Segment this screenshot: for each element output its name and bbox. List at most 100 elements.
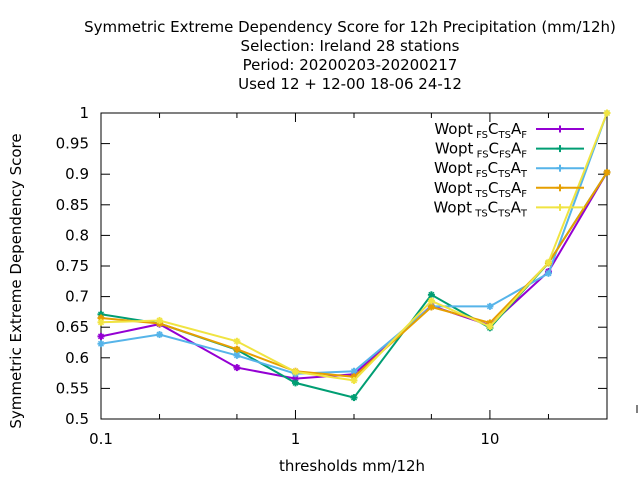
- point-marker-d2: [486, 303, 493, 310]
- title-line-2: Selection: Ireland 28 stations: [241, 37, 460, 55]
- y-tick-label: 0.9: [65, 165, 89, 183]
- point-marker-d2: [603, 169, 611, 176]
- y-axis-label: Symmetric Extreme Dependency Score: [7, 133, 25, 428]
- y-tick-label: 0.6: [65, 349, 89, 367]
- legend-subscript: FS: [473, 169, 488, 180]
- legend-text-part: Wopt: [435, 140, 474, 158]
- legend-subscript: F: [521, 130, 527, 141]
- legend-text-part: A: [511, 140, 522, 158]
- legend-subscript: FS: [473, 150, 488, 161]
- legend-subscript: F: [521, 150, 527, 161]
- series-5-line: [100, 112, 608, 382]
- legend-subscript: F: [521, 189, 527, 200]
- data-point: [156, 331, 164, 339]
- legend-entry-2: Wopt FSCFSAF: [435, 140, 584, 161]
- axes: 0.5 0.55 0.6 0.65 0.7 0.75 0.8 0.85 0.9 0.95 1 0.1 1…: [56, 104, 638, 448]
- data-point: [97, 318, 105, 326]
- legend-entry-4: Wopt TSCTSAF: [434, 179, 584, 200]
- x-axis-label: thresholds mm/12h: [279, 457, 425, 475]
- point-marker-d2: [233, 364, 240, 371]
- data-point: [427, 303, 435, 311]
- y-tick-label: 0.95: [56, 135, 89, 153]
- legend-text-part: C: [489, 140, 499, 158]
- data-point: [233, 364, 241, 372]
- y-tick-label: 1: [79, 104, 89, 122]
- series-4-line: [100, 171, 608, 378]
- point-marker-d2: [545, 259, 552, 266]
- legend-text-part: A: [511, 198, 522, 216]
- legend-subscript: TS: [497, 169, 510, 180]
- data-point: [544, 269, 552, 277]
- legend-subscript: FS: [499, 150, 511, 161]
- legend-text-part: Wopt: [434, 120, 473, 138]
- chart-title: Symmetric Extreme Dependency Score for 1…: [84, 18, 616, 93]
- data-point: [427, 291, 435, 299]
- point-marker-d2: [233, 338, 240, 345]
- legend-text-part: A: [511, 120, 522, 138]
- point-marker-d2: [292, 368, 299, 375]
- x-tick-label: 1: [291, 430, 301, 448]
- data-point: [603, 109, 611, 117]
- point-marker-d2: [233, 352, 240, 359]
- legend-text-part: A: [511, 179, 522, 197]
- legend-text-part: C: [488, 179, 498, 197]
- series-4: [97, 168, 611, 381]
- legend-subscript: TS: [497, 208, 510, 219]
- data-point: [233, 337, 241, 345]
- y-tick-label: 0.8: [65, 226, 89, 244]
- data-point: [291, 368, 299, 376]
- legend-subscript: TS: [472, 208, 488, 219]
- data-point: [233, 351, 241, 359]
- legend-text-part: C: [488, 120, 498, 138]
- data-point: [486, 302, 494, 310]
- legend-text-part: A: [511, 159, 522, 177]
- data-point: [97, 332, 105, 340]
- data-point: [350, 394, 358, 402]
- series-layer: [97, 109, 611, 402]
- legend-subscript: FS: [473, 130, 488, 141]
- point-marker-d2: [428, 291, 435, 298]
- data-point: [603, 168, 611, 176]
- data-point: [486, 323, 494, 331]
- legend-text-part: Wopt: [434, 179, 473, 197]
- point-marker-d2: [233, 346, 240, 353]
- point-marker-d2: [97, 340, 105, 347]
- point-marker-d2: [350, 377, 358, 384]
- series-1-line: [100, 171, 608, 380]
- y-tick-label: 0.75: [56, 257, 89, 275]
- point-marker-d2: [350, 394, 358, 401]
- y-tick-label: 0.65: [56, 318, 89, 336]
- point-marker-d2: [428, 297, 435, 304]
- point-marker-d2: [545, 270, 552, 277]
- x-tick-label: 0.1: [89, 430, 113, 448]
- series-2-line: [100, 171, 608, 399]
- legend-subscript: TS: [472, 189, 488, 200]
- point-marker-d2: [486, 323, 493, 330]
- title-line-1: Symmetric Extreme Dependency Score for 1…: [84, 18, 616, 36]
- data-point: [350, 367, 358, 375]
- data-point: [233, 345, 241, 353]
- x-tick-label: 10: [480, 430, 499, 448]
- legend-entry-3: Wopt FSCTSAT: [434, 159, 584, 180]
- legend-label: Wopt TSCTSAT: [433, 198, 527, 219]
- legend-text-part: C: [488, 198, 498, 216]
- data-point: [350, 376, 358, 384]
- legend-label: Wopt TSCTSAF: [434, 179, 527, 200]
- data-point: [291, 379, 299, 387]
- y-tick-label: 0.7: [65, 288, 89, 306]
- y-tick-label: 0.55: [56, 379, 89, 397]
- legend-label: Wopt FSCTSAT: [434, 159, 528, 180]
- data-point: [544, 258, 552, 266]
- y-tick-label: 0.5: [65, 410, 89, 428]
- data-point: [97, 340, 105, 348]
- legend-entry-5: Wopt TSCTSAT: [433, 198, 584, 219]
- point-marker-d2: [350, 368, 358, 375]
- legend-subscript: T: [520, 208, 528, 219]
- legend-text-part: C: [488, 159, 498, 177]
- title-line-4: Used 12 + 12-00 18-06 24-12: [238, 75, 462, 93]
- series-3: [97, 109, 611, 378]
- legend-subscript: TS: [498, 189, 511, 200]
- data-point: [156, 316, 164, 324]
